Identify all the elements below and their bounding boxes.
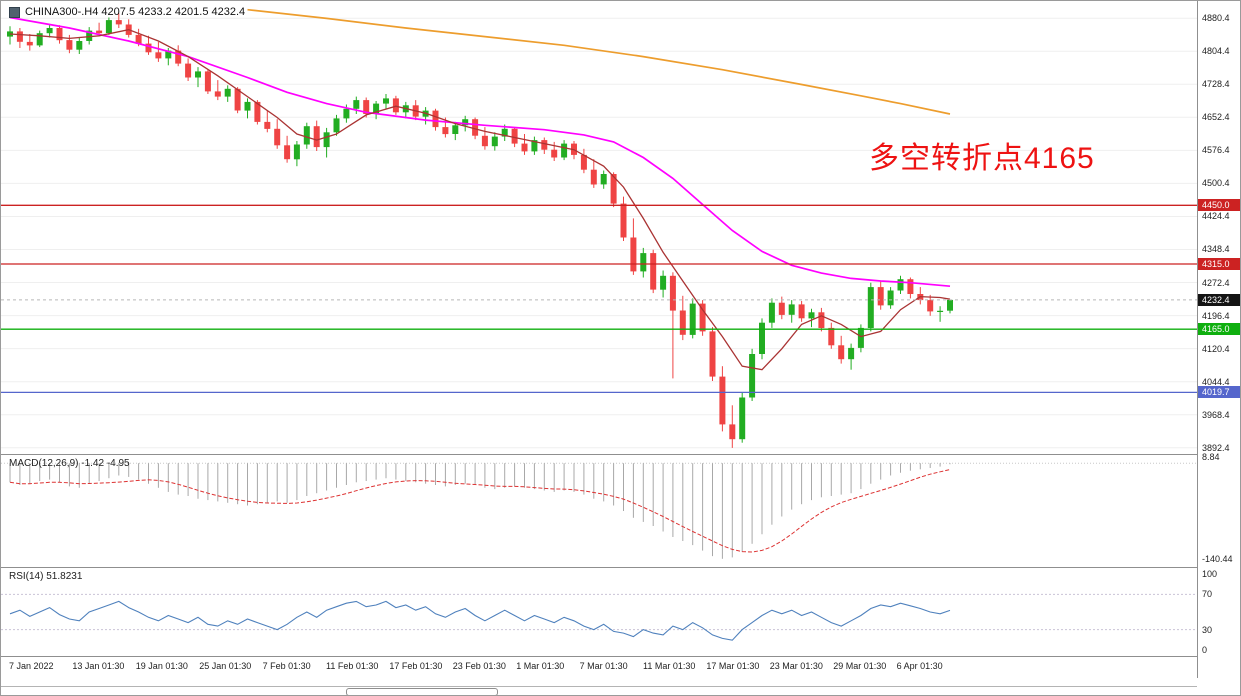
price-axis-label: 4044.4 — [1202, 376, 1230, 387]
price-badge-4315.0: 4315.0 — [1198, 258, 1240, 271]
time-axis-label: 7 Feb 01:30 — [262, 661, 311, 671]
time-axis-label: 13 Jan 01:30 — [72, 661, 125, 671]
main-chart-panel[interactable]: CHINA300-.H4 4207.5 4233.2 4201.5 4232.4… — [1, 1, 1197, 455]
macd-panel[interactable]: MACD(12,26,9) -1.42 -4.95 — [1, 455, 1197, 568]
bottom-strip — [1, 678, 1240, 695]
time-axis-label: 17 Feb 01:30 — [389, 661, 443, 671]
rsi-axis-label: 100 — [1202, 569, 1218, 579]
rsi-axis-label: 30 — [1202, 624, 1213, 635]
candlestick-chart — [1, 8, 1197, 449]
price-axis-label: 4804.4 — [1202, 46, 1230, 57]
price-axis[interactable]: 4880.4 4804.4 4728.4 4652.4 4576.4 4500.4 4424… — [1197, 1, 1240, 678]
time-axis-label: 7 Mar 01:30 — [579, 661, 628, 671]
rsi-chart — [1, 593, 1197, 641]
current-price-badge: 4232.4 — [1198, 293, 1240, 306]
symbol-text: CHINA300-.H4 4207.5 4233.2 4201.5 4232.4 — [25, 6, 246, 18]
candles — [7, 13, 953, 448]
time-axis-label: 29 Mar 01:30 — [833, 661, 887, 671]
macd-chart — [1, 462, 1197, 559]
price-axis-label: 4348.4 — [1202, 244, 1230, 255]
price-axis-label: 3968.4 — [1202, 409, 1230, 420]
rsi-line — [9, 600, 951, 641]
price-axis-label: 4120.4 — [1202, 343, 1230, 354]
time-axis-label: 23 Mar 01:30 — [769, 661, 823, 671]
time-axis-label: 6 Apr 01:30 — [896, 661, 943, 671]
ma-mid-magenta — [9, 16, 951, 288]
time-axis-label: 19 Jan 01:30 — [135, 661, 188, 671]
time-axis-label: 7 Jan 2022 — [9, 661, 54, 671]
scrollbar-track-line — [1, 686, 1197, 687]
macd-label: MACD(12,26,9) -1.42 -4.95 — [9, 458, 130, 469]
scrollbar-thumb[interactable] — [346, 688, 498, 695]
time-axis-label: 1 Mar 01:30 — [516, 661, 565, 671]
rsi-axis-label: 70 — [1202, 589, 1213, 600]
time-axis-label: 25 Jan 01:30 — [199, 661, 252, 671]
price-axis-label: 3892.4 — [1202, 442, 1230, 453]
price-badge-4450.0: 4450.0 — [1198, 199, 1240, 212]
price-badge-4165.0: 4165.0 — [1198, 323, 1240, 336]
rsi-panel[interactable]: RSI(14) 51.8231 — [1, 568, 1197, 657]
time-axis-label: 23 Feb 01:30 — [452, 661, 506, 671]
price-axis-label: 4500.4 — [1202, 178, 1230, 189]
macd-signal-line — [9, 469, 951, 553]
chart-icon — [9, 6, 20, 18]
ma-fast-darkred — [9, 29, 951, 371]
macd-histogram — [9, 463, 951, 559]
price-axis-label: 4424.4 — [1202, 211, 1230, 222]
rsi-axis-label: 0 — [1202, 645, 1208, 655]
macd-axis-label: -140.44 — [1202, 554, 1233, 565]
price-gridlines — [1, 17, 1197, 449]
price-axis-label: 4272.4 — [1202, 277, 1230, 288]
macd-axis-label: 8.84 — [1202, 452, 1220, 463]
trend-annotation: 多空转折点4165 — [869, 142, 1095, 175]
price-axis-label: 4652.4 — [1202, 112, 1230, 123]
time-axis-label: 11 Mar 01:30 — [643, 661, 696, 671]
ma-slow-orange — [247, 8, 951, 115]
price-axis-label: 4576.4 — [1202, 145, 1230, 156]
symbol-ohlc-label: CHINA300-.H4 4207.5 4233.2 4201.5 4232.4 — [9, 6, 245, 18]
time-axis-label: 11 Feb 01:30 — [326, 661, 379, 671]
price-axis-label: 4728.4 — [1202, 79, 1230, 90]
rsi-label: RSI(14) 51.8231 — [9, 571, 83, 582]
price-axis-label: 4196.4 — [1202, 310, 1230, 321]
price-axis-label: 4880.4 — [1202, 13, 1230, 24]
time-axis-label: 17 Mar 01:30 — [706, 661, 760, 671]
time-axis[interactable]: 7 Jan 2022 13 Jan 01:30 19 Jan 01:30 25 Jan… — [1, 657, 1197, 677]
price-badge-4019.7: 4019.7 — [1198, 386, 1240, 399]
